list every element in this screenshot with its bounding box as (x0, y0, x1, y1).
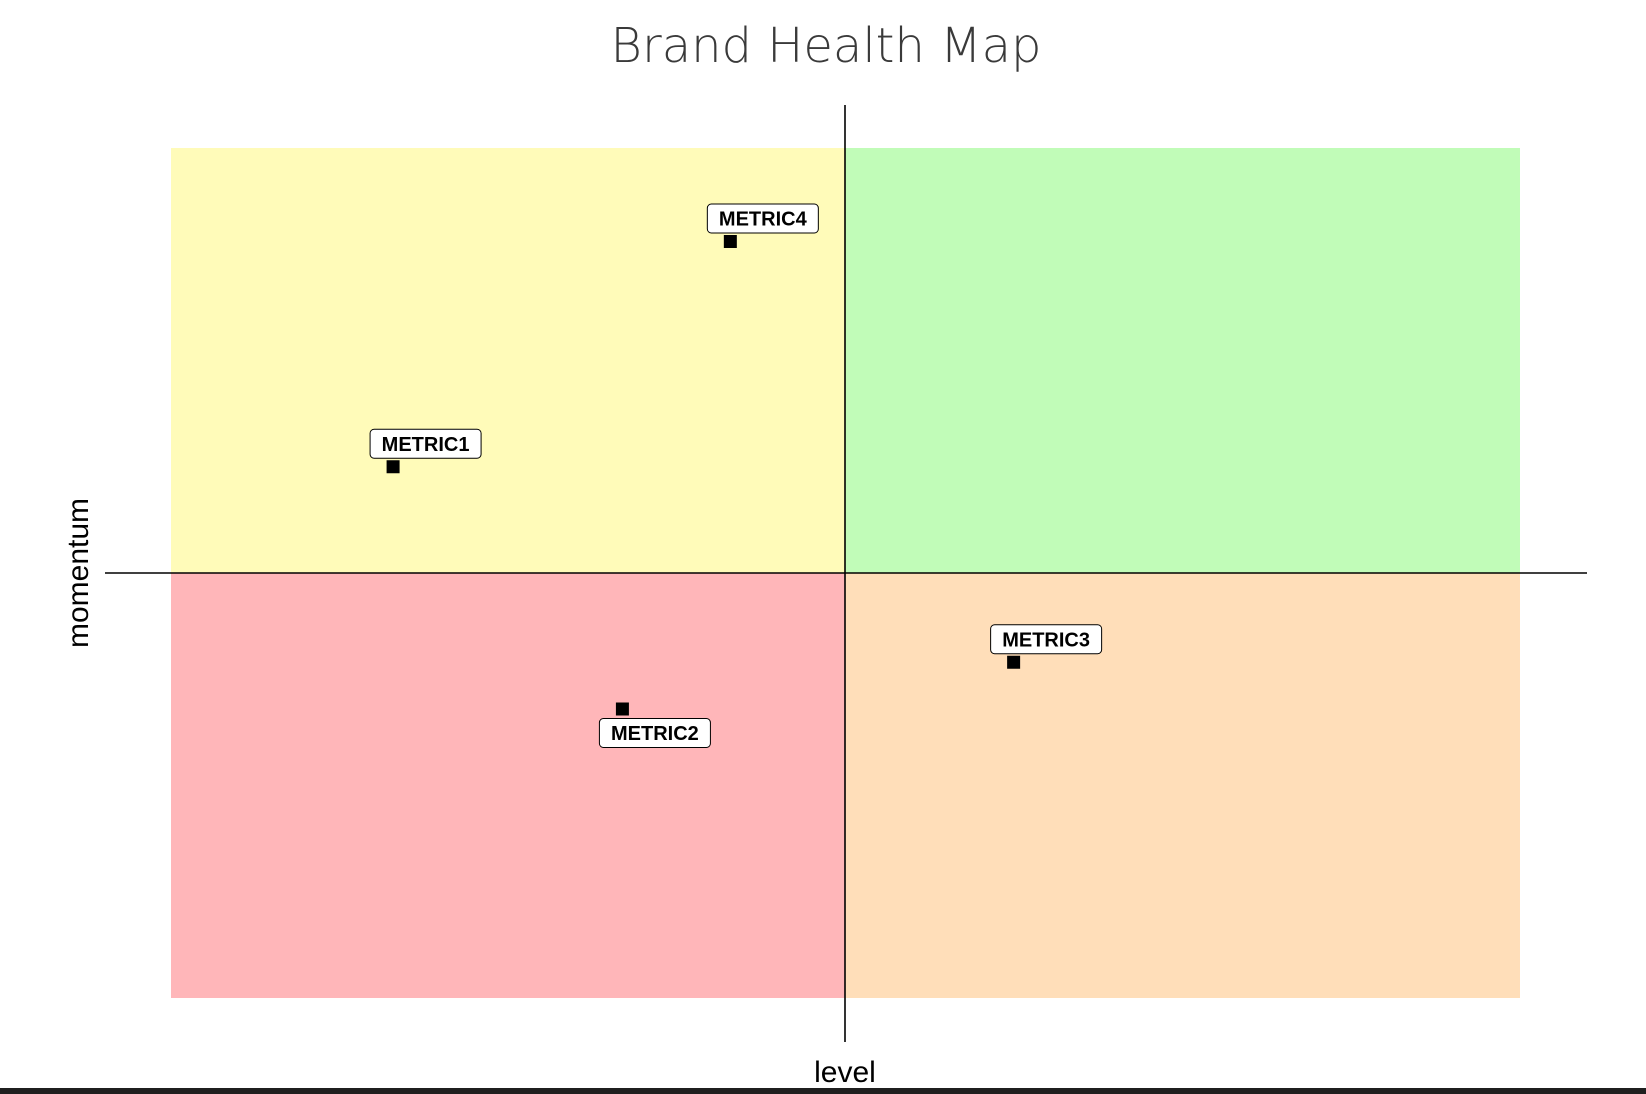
data-point-metric1 (386, 460, 400, 474)
point-label-metric2: METRIC2 (598, 718, 711, 748)
point-label-text-metric1: METRIC1 (382, 434, 470, 456)
point-label-box-metric1 (369, 428, 482, 459)
data-point-metric4 (723, 235, 737, 248)
bottom-edge-bar (0, 1088, 1646, 1094)
point-label-text-metric2: METRIC2 (611, 723, 699, 745)
data-point-metric3 (1007, 655, 1021, 669)
point-label-text-metric3: METRIC3 (1002, 629, 1090, 651)
x-axis-label: level (814, 1056, 876, 1089)
point-label-text-metric4: METRIC4 (719, 209, 808, 231)
point-label-metric3: METRIC3 (990, 624, 1103, 655)
quadrant-bottom-left (171, 573, 845, 998)
y-axis-label: momentum (62, 498, 95, 648)
quadrant-top-right (845, 148, 1520, 573)
point-label-box-metric4 (706, 203, 819, 234)
points-layer: METRIC1 METRIC2 METRIC3 METRIC4 (369, 203, 1103, 748)
data-point-metric2 (615, 702, 629, 716)
point-label-metric4: METRIC4 (706, 203, 819, 234)
quadrant-bottom-right (845, 573, 1520, 998)
point-label-box-metric3 (990, 624, 1103, 655)
chart-title: Brand Health Map (611, 18, 1042, 74)
point-label-metric1: METRIC1 (369, 428, 482, 459)
point-label-box-metric2 (598, 718, 711, 748)
